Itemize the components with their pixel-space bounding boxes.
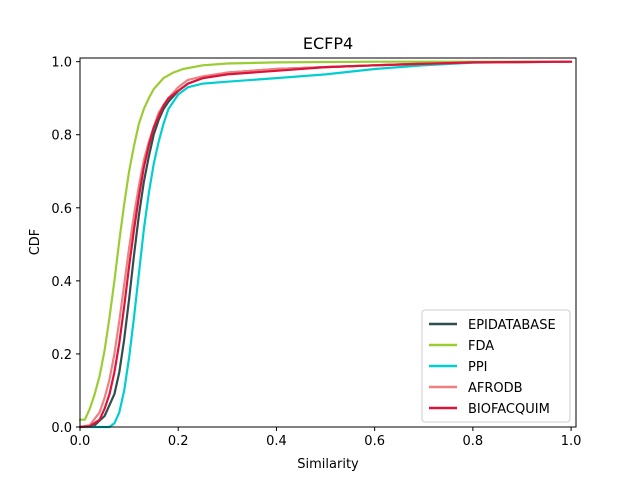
series-layer: [78, 60, 573, 429]
x-tick-label: 0.4: [266, 434, 287, 449]
legend: EPIDATABASE FDA PPI AFRODB BIOFACQUIM: [421, 309, 571, 423]
y-tick-label: 0.0: [51, 421, 72, 436]
plot-frame: [79, 57, 577, 428]
legend-label-afrodb: AFRODB: [468, 381, 523, 396]
legend-frame: [421, 309, 571, 423]
x-axis: 0.0 0.2 0.4 0.6 0.8 1.0: [70, 427, 582, 449]
chart-title: ECFP4: [303, 34, 353, 53]
x-tick-label: 0.0: [70, 434, 91, 449]
x-tick-label: 0.8: [463, 434, 484, 449]
y-tick-label: 0.4: [51, 275, 72, 290]
y-tick-label: 1.0: [51, 56, 72, 71]
series-line-fda: [78, 60, 573, 421]
x-axis-label: Similarity: [297, 457, 359, 472]
y-axis: 0.0 0.2 0.4 0.6 0.8 1.0: [51, 56, 80, 436]
legend-label-epidatabase: EPIDATABASE: [468, 318, 556, 333]
series-line-biofacquim: [78, 60, 573, 429]
x-tick-label: 0.6: [364, 434, 385, 449]
y-tick-label: 0.6: [51, 202, 72, 217]
series-line-ppi: [78, 60, 573, 429]
y-tick-label: 0.2: [51, 348, 72, 363]
x-tick-label: 1.0: [561, 434, 582, 449]
y-tick-label: 0.8: [51, 129, 72, 144]
legend-label-biofacquim: BIOFACQUIM: [468, 402, 550, 417]
x-tick-label: 0.2: [168, 434, 189, 449]
legend-label-ppi: PPI: [468, 360, 488, 375]
legend-label-fda: FDA: [468, 339, 494, 354]
y-axis-label: CDF: [28, 229, 43, 256]
